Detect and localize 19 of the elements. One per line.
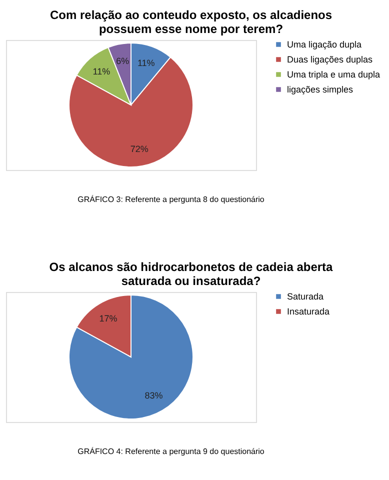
text: Os alcanos são hidrocarbonetos de cadeia aberta [49,260,333,274]
legend-label: Uma ligação dupla [287,40,362,50]
text: possuem esse nome por terem? [98,22,284,36]
pie-slice [68,294,194,420]
legend-label: Duas ligações duplas [287,54,374,64]
data-label: 83% [144,390,163,400]
data-label: 6% [116,56,130,66]
data-label: 11% [137,58,155,68]
data-label: 72% [130,144,148,154]
text: Com relação ao conteudo exposto, os alcadienos [50,8,332,22]
data-label: 11% [92,66,110,77]
data-label: 17% [99,314,118,324]
legend-label: Uma tripla e uma dupla [287,70,380,80]
text: GRÁFICO 4: Referente a pergunta 9 do questionário [78,447,265,456]
legend-label: Insaturada [287,306,330,316]
text: saturada ou insaturada? [121,274,261,288]
legend-label: Saturada [287,292,324,302]
text: GRÁFICO 3: Referente a pergunta 8 do questionário [78,195,265,204]
legend-label: ligações simples [287,84,354,94]
